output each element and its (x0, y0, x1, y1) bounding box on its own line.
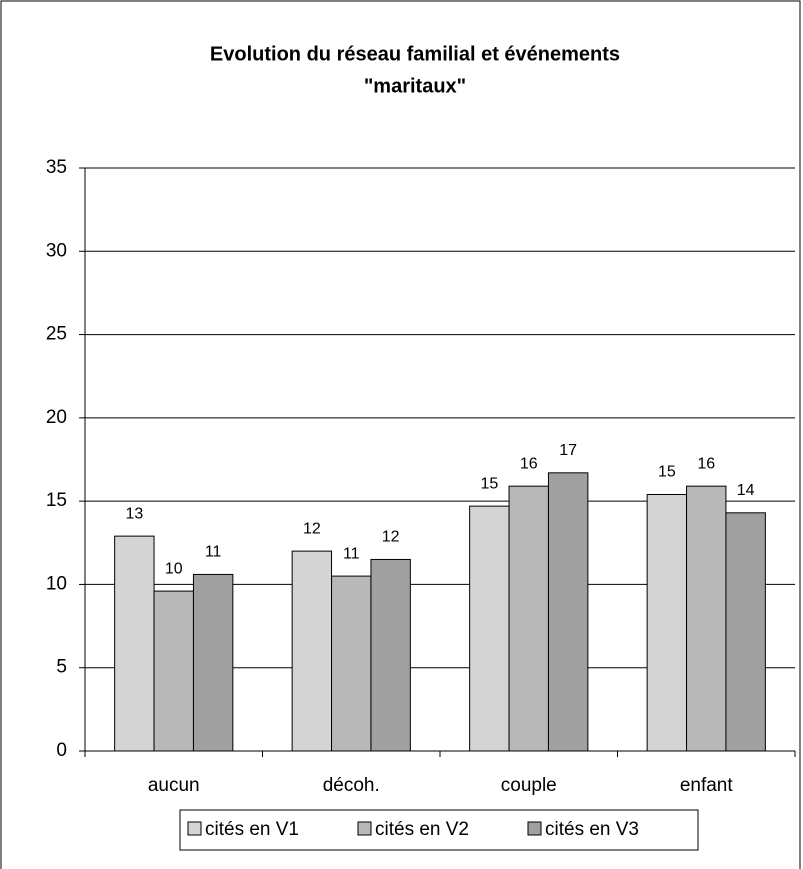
y-tick-label: 15 (46, 490, 67, 511)
y-tick-label: 30 (46, 240, 67, 261)
value-label: 10 (165, 560, 183, 577)
bar (646, 493, 688, 752)
y-tick-label: 10 (46, 573, 67, 594)
value-label: 14 (737, 482, 755, 499)
x-tick-label: enfant (680, 775, 734, 796)
y-tick-label: 25 (46, 324, 67, 345)
value-label: 11 (343, 545, 360, 562)
legend-swatch (527, 821, 542, 836)
bar (686, 485, 727, 752)
x-tick-label: couple (501, 775, 557, 796)
legend-label: cités en V3 (545, 819, 639, 840)
value-label: 15 (480, 475, 498, 492)
value-label: 13 (125, 505, 143, 522)
y-tick-label: 5 (56, 657, 67, 678)
value-label: 12 (382, 529, 400, 546)
bar (114, 535, 155, 752)
legend-box (179, 809, 699, 851)
x-tick-label: décoh. (323, 775, 380, 796)
bar (508, 485, 549, 752)
y-tick-label: 20 (46, 407, 67, 428)
y-tick-label: 0 (56, 740, 67, 761)
bar (291, 550, 333, 752)
y-tick-label: 35 (46, 157, 67, 178)
bar (725, 512, 766, 752)
value-label: 16 (520, 455, 538, 472)
value-label: 15 (658, 464, 676, 481)
chart-title: "maritaux" (364, 75, 466, 97)
value-label: 16 (697, 455, 715, 472)
legend-label: cités en V2 (375, 819, 469, 840)
chart-title: Evolution du réseau familial et événemen… (210, 43, 620, 65)
legend-swatch (187, 821, 202, 836)
bar (192, 573, 234, 752)
bar (153, 590, 194, 752)
value-label: 12 (303, 520, 321, 537)
legend-label: cités en V1 (205, 819, 299, 840)
bar (469, 505, 510, 752)
legend-swatch (357, 821, 372, 836)
value-label: 11 (205, 544, 222, 561)
x-tick-label: aucun (148, 775, 200, 796)
bar (331, 575, 372, 752)
value-label: 17 (559, 442, 577, 459)
bar (370, 558, 411, 752)
bar (547, 472, 589, 752)
